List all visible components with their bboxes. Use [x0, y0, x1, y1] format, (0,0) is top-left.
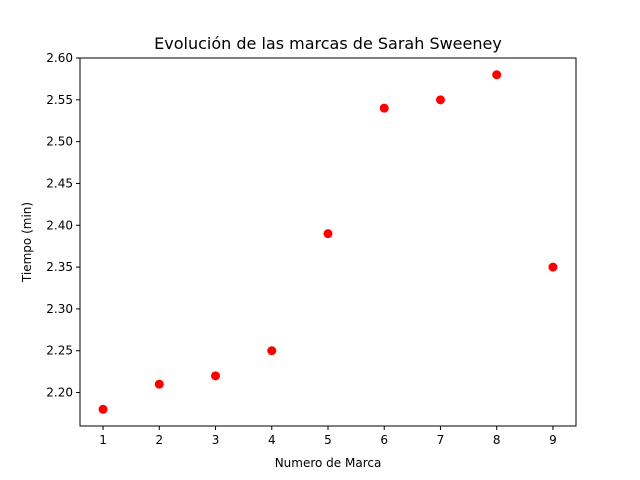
data-point: [267, 346, 277, 356]
data-points: [98, 70, 558, 414]
y-tick-label: 2.45: [46, 176, 73, 190]
data-point: [211, 371, 221, 381]
x-tick-label: 6: [380, 433, 388, 447]
plot-frame: [79, 57, 577, 427]
y-tick-label: 2.40: [46, 218, 73, 232]
x-axis-ticks: 1 2 3 4 5 6 7 8 9: [99, 426, 557, 447]
chart-title: Evolución de las marcas de Sarah Sweeney: [154, 34, 502, 53]
x-tick-label: 8: [493, 433, 501, 447]
x-tick-label: 2: [155, 433, 163, 447]
x-tick-label: 9: [549, 433, 557, 447]
data-point: [548, 262, 558, 272]
x-tick-label: 7: [437, 433, 445, 447]
x-tick-label: 5: [324, 433, 332, 447]
data-point: [492, 70, 502, 80]
y-tick-label: 2.20: [46, 386, 73, 400]
y-tick-label: 2.60: [46, 51, 73, 65]
data-point: [379, 103, 389, 113]
y-tick-label: 2.50: [46, 135, 73, 149]
data-point: [154, 379, 164, 389]
x-tick-label: 3: [212, 433, 220, 447]
y-tick-label: 2.35: [46, 260, 73, 274]
x-tick-label: 1: [99, 433, 107, 447]
data-point: [435, 95, 445, 105]
y-tick-label: 2.30: [46, 302, 73, 316]
y-axis-ticks: 2.20 2.25 2.30 2.35 2.40 2.45 2.50 2.55 2.60: [46, 51, 80, 400]
y-tick-label: 2.55: [46, 93, 73, 107]
x-tick-label: 4: [268, 433, 276, 447]
data-point: [98, 404, 108, 414]
y-axis-title: Tiempo (min): [20, 202, 34, 283]
y-tick-label: 2.25: [46, 344, 73, 358]
x-axis-title: Numero de Marca: [275, 456, 382, 470]
data-point: [323, 229, 333, 239]
